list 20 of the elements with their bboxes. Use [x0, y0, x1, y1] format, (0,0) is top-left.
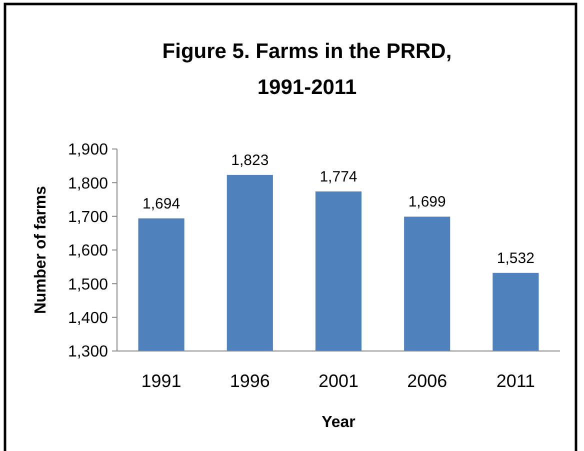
data-label: 1,699 — [408, 194, 446, 211]
y-tick-label: 1,900 — [68, 142, 108, 159]
data-label: 1,532 — [496, 250, 534, 267]
y-tick-label: 1,300 — [68, 344, 108, 361]
x-tick-label: 2006 — [407, 371, 448, 391]
x-axis-title: Year — [322, 414, 356, 431]
x-tick-label: 2001 — [318, 371, 359, 391]
y-tick-label: 1,800 — [68, 175, 108, 192]
y-tick-label: 1,700 — [68, 208, 108, 226]
x-tick-label: 1991 — [141, 371, 182, 391]
y-tick-label: 1,400 — [68, 310, 108, 327]
y-tick-label: 1,500 — [68, 276, 108, 294]
data-label: 1,694 — [142, 195, 180, 212]
x-tick-label: 1996 — [230, 371, 270, 391]
data-label: 1,823 — [231, 152, 269, 169]
data-label: 1,774 — [320, 168, 358, 186]
y-axis-title: Number of farms — [32, 186, 50, 314]
y-tick-label: 1,600 — [68, 242, 108, 260]
chart-title: Figure 5. Farms in the PRRD, 1991-2011 — [162, 40, 452, 99]
x-tick-label: 2011 — [496, 371, 536, 391]
